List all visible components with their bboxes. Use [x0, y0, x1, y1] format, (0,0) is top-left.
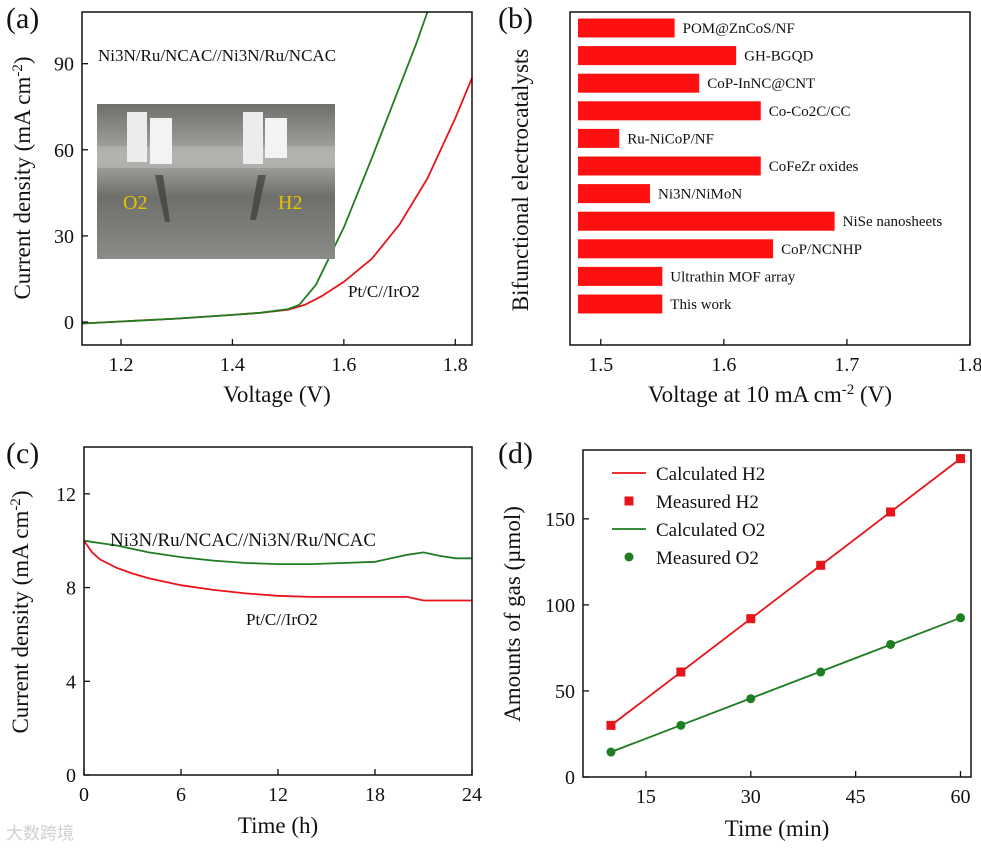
- chart-a-ylabel: Current density (mA cm-2): [10, 56, 35, 299]
- chart-d-legend-label: Measured O2: [656, 548, 759, 569]
- chart-a-legend-green: Ni3N/Ru/NCAC//Ni3N/Ru/NCAC: [98, 46, 336, 65]
- chart-d-ytick-label: 0: [565, 767, 575, 789]
- chart-c-ytick-label: 12: [56, 484, 76, 506]
- chart-b-bar-label: NiSe nanosheets: [843, 214, 943, 230]
- chart-c-xtick-label: 12: [268, 784, 288, 806]
- chart-d-legend-label: Calculated O2: [656, 520, 765, 541]
- watermark: 大数跨境: [6, 819, 74, 844]
- chart-b-xlabel: Voltage at 10 mA cm-2 (V): [648, 382, 892, 407]
- chart-d-point-measured-h2: [676, 668, 685, 677]
- chart-b-bar: [578, 184, 650, 203]
- chart-d-point-measured-h2: [886, 507, 895, 516]
- chart-a-xlabel: Voltage (V): [223, 382, 331, 407]
- chart-d-point-measured-o2: [886, 640, 895, 649]
- chart-c-ytick-label: 0: [66, 765, 76, 787]
- chart-d-xlabel: Time (min): [725, 816, 830, 841]
- chart-b-bar: [578, 267, 662, 286]
- chart-d-legend-label: Calculated H2: [656, 464, 765, 485]
- chart-b-bar-label: Co-Co2C/CC: [769, 104, 851, 120]
- photo-label-o2: O2: [123, 192, 147, 214]
- chart-c-ytick-label: 8: [66, 578, 76, 600]
- chart-b-bar: [578, 101, 761, 120]
- chart-b-xtick-label: 1.6: [711, 354, 736, 376]
- chart-d-point-measured-h2: [816, 561, 825, 570]
- chart-b-bar-label: CoP/NCNHP: [781, 242, 862, 258]
- chart-b-bar: [578, 295, 662, 314]
- chart-b-bars-group: POM@ZnCoS/NF GH-BGQD CoP-InNC@CNT Co-Co2C/C…: [578, 19, 942, 314]
- chart-d-point-measured-o2: [676, 721, 685, 730]
- chart-d-frame: [583, 450, 971, 777]
- chart-a-ytick-label: 60: [54, 140, 74, 162]
- chart-d-xtick-label: 15: [636, 786, 656, 808]
- chart-b-bar-label: This work: [670, 297, 732, 313]
- chart-d-ytick-label: 150: [545, 509, 575, 531]
- chart-d-xtick-label: 45: [846, 786, 866, 808]
- chart-b-bar: [578, 239, 773, 258]
- chart-b-bar-label: Ni3N/NiMoN: [658, 187, 742, 203]
- panel-label-d: (d): [498, 437, 533, 470]
- chart-b-bar: [578, 74, 699, 93]
- chart-c-ytick-label: 4: [66, 671, 76, 693]
- chart-b-bar-label: CoP-InNC@CNT: [707, 76, 815, 92]
- chart-b-bar-label: GH-BGQD: [744, 49, 813, 65]
- panel-label-c: (c): [6, 437, 39, 470]
- chart-b-bar: [578, 19, 675, 38]
- chart-d-ytick-label: 50: [555, 681, 575, 703]
- chart-d-legend-circle: [625, 553, 634, 562]
- chart-a: 1.2 1.4 1.6 1.8 0 30 60 90 Voltage (V) Current …: [10, 12, 472, 407]
- chart-b-xtick-label: 1.7: [834, 354, 859, 376]
- chart-d-point-measured-h2: [606, 721, 615, 730]
- chart-a-xtick-label: 1.6: [331, 354, 356, 376]
- chart-b-bar-label: Ultrathin MOF array: [670, 269, 795, 285]
- chart-d-ylabel: Amounts of gas (µmol): [500, 506, 525, 722]
- chart-a-ytick-label: 0: [64, 312, 74, 334]
- chart-a-legend-red: Pt/C//IrO2: [348, 282, 420, 301]
- chart-b: POM@ZnCoS/NF GH-BGQD CoP-InNC@CNT Co-Co2C/C…: [508, 12, 981, 407]
- chart-b-xtick-label: 1.8: [958, 354, 981, 376]
- chart-b-ylabel: Bifunctional electrocatalysts: [508, 49, 533, 312]
- chart-c: 0 6 12 18 24 0 4 8 12 Time (h) Current density (…: [8, 447, 482, 838]
- panel-label-a: (a): [6, 2, 39, 35]
- chart-b-bar: [578, 157, 761, 176]
- chart-b-bar: [578, 212, 835, 231]
- chart-c-legend-green: Ni3N/Ru/NCAC//Ni3N/Ru/NCAC: [110, 530, 376, 551]
- chart-b-bar: [578, 46, 736, 65]
- chart-a-xtick-label: 1.4: [220, 354, 245, 376]
- chart-a-ytick-label: 30: [54, 226, 74, 248]
- panel-label-b: (b): [498, 2, 533, 35]
- chart-b-bar: [578, 129, 619, 148]
- chart-d-point-measured-h2: [746, 614, 755, 623]
- chart-d-point-measured-o2: [956, 613, 965, 622]
- chart-d-xtick-label: 30: [741, 786, 761, 808]
- chart-d: 15 30 45 60 0 50 100 150 Time (min) Amounts of …: [500, 450, 971, 841]
- chart-a-xtick-label: 1.2: [109, 354, 134, 376]
- chart-d-point-measured-o2: [746, 694, 755, 703]
- chart-d-point-measured-o2: [606, 748, 615, 757]
- chart-d-xtick-label: 60: [951, 786, 971, 808]
- chart-c-ylabel: Current density (mA cm-2): [8, 490, 33, 733]
- chart-c-xlabel: Time (h): [238, 813, 318, 838]
- chart-c-legend-red: Pt/C//IrO2: [246, 610, 318, 629]
- chart-b-xtick-label: 1.5: [588, 354, 613, 376]
- chart-a-ytick-label: 90: [54, 54, 74, 76]
- chart-b-bar-label: Ru-NiCoP/NF: [627, 131, 714, 147]
- chart-d-point-measured-h2: [956, 454, 965, 463]
- chart-d-ytick-label: 100: [545, 595, 575, 617]
- chart-a-xtick-label: 1.8: [443, 354, 468, 376]
- chart-d-legend-label: Measured H2: [656, 492, 759, 513]
- chart-c-xtick-label: 6: [176, 784, 186, 806]
- chart-c-xtick-label: 0: [79, 784, 89, 806]
- chart-d-point-measured-o2: [816, 668, 825, 677]
- electrolyzer-photo: O2 H2: [97, 104, 335, 259]
- chart-c-xtick-label: 18: [365, 784, 385, 806]
- chart-d-legend-square: [625, 497, 634, 506]
- chart-b-bar-label: POM@ZnCoS/NF: [683, 21, 795, 37]
- chart-b-bar-label: CoFeZr oxides: [769, 159, 859, 175]
- photo-label-h2: H2: [278, 192, 302, 214]
- chart-c-xtick-label: 24: [462, 784, 482, 806]
- chart-d-legend: Calculated H2 Measured H2 Calculated O2 Mea…: [612, 464, 765, 569]
